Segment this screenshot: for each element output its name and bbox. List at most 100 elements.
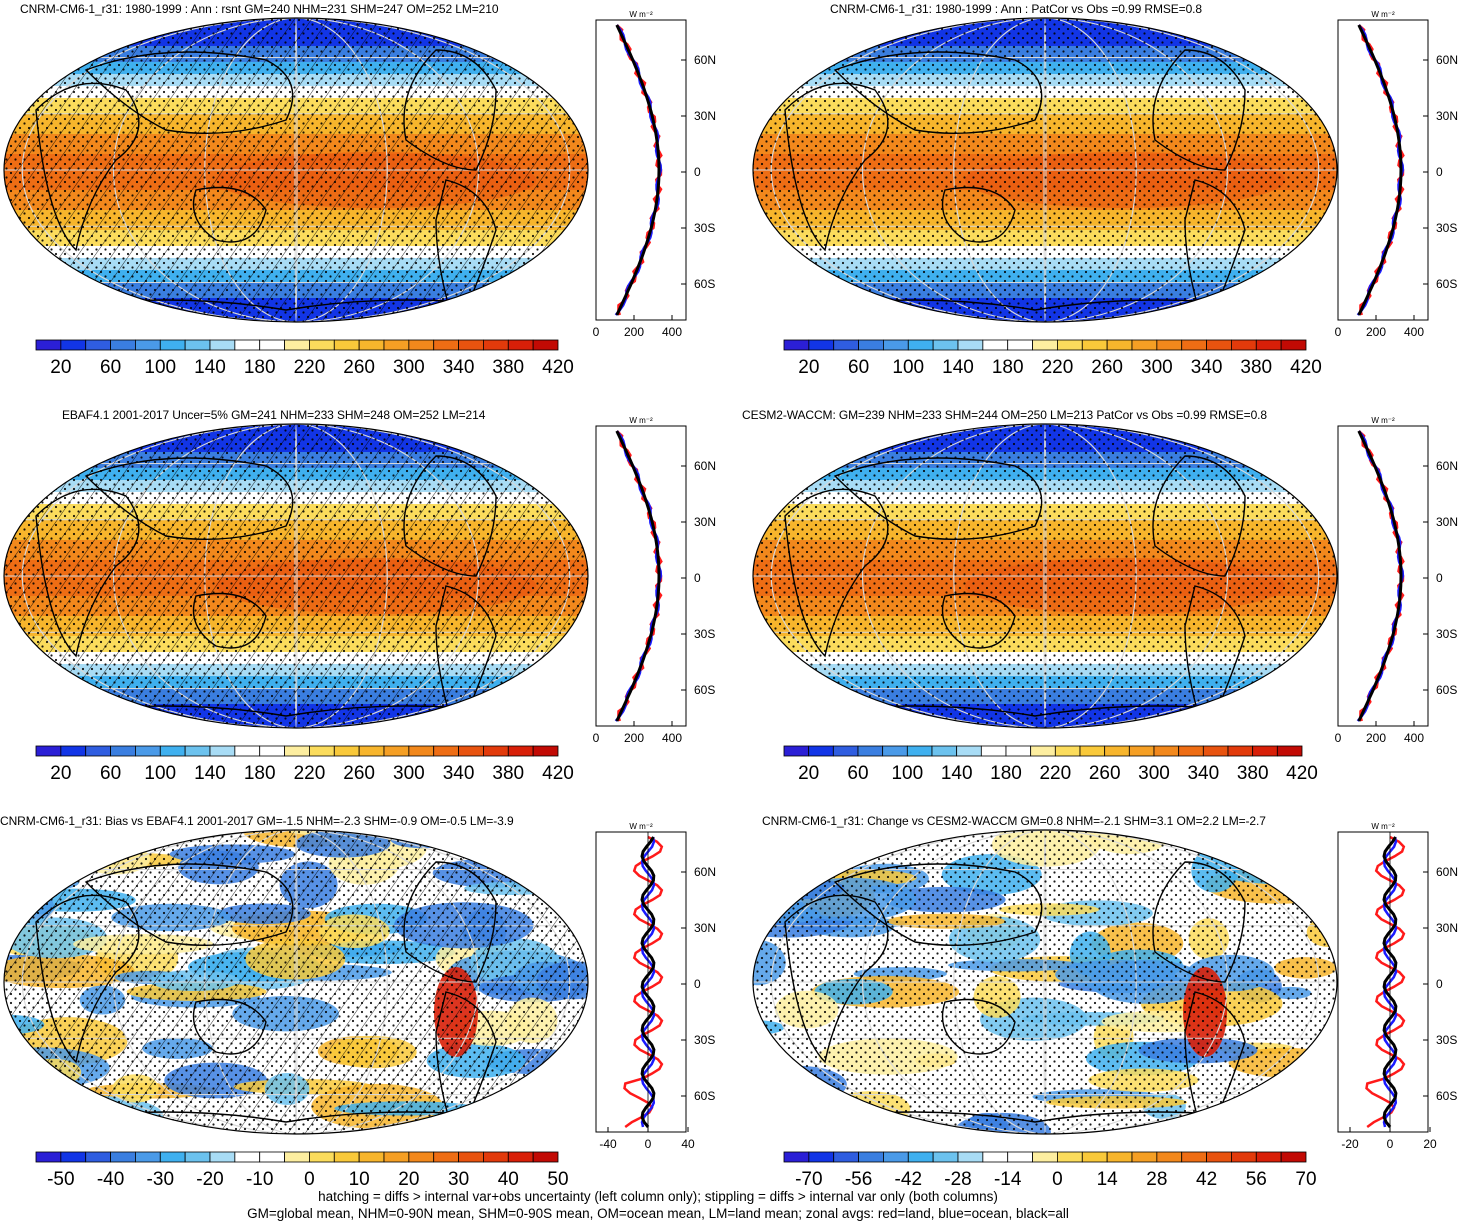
colorbar-label: 180 [992,357,1024,378]
colorbar: -50 -40 -30 -20 -10 0 10 20 30 40 50 [35,1151,569,1190]
map-field [4,830,588,1134]
colorbar-label: 300 [393,763,425,784]
colorbar-label: 380 [492,357,524,378]
panel-p3: EBAF4.1 2001-2017 Uncer=5% GM=241 NHM=23… [0,406,742,806]
colorbar-label: 42 [1196,1169,1217,1190]
panel-title: CNRM-CM6-1_r31: Bias vs EBAF4.1 2001-201… [0,814,514,828]
panel-p2: CNRM-CM6-1_r31: 1980-1999 : Ann : PatCor… [742,0,1484,400]
zonal-xtick: -40 [599,1137,617,1151]
colorbar-label: 300 [393,357,425,378]
zonal-ytick: 30N [694,921,716,935]
colorbar-label: 14 [1097,1169,1119,1190]
colorbar-label: 220 [294,763,326,784]
zonal-xtick: 0 [593,325,600,339]
map-field [753,830,1337,1134]
colorbar-label: 20 [50,763,71,784]
zonal-ytick: 60S [694,1089,715,1103]
zonal-ocean-line [614,430,663,722]
zonal-ytick: 30N [1436,109,1458,123]
zonal-ytick: 60N [1436,459,1458,473]
map-border [752,17,1338,323]
zonal-xtick: 0 [1387,1137,1394,1151]
map-border [3,17,589,323]
panel-p6: CNRM-CM6-1_r31: Change vs CESM2-WACCM GM… [742,812,1484,1212]
zonal-ytick: 60N [694,865,716,879]
zonal-unit: W m⁻² [1371,416,1395,425]
colorbar-label: 220 [294,357,326,378]
panel-graphics: -70 -56 -42 -28 -14 0 14 28 42 56 70 W m⁻² 60N 30N 0 30… [752,822,1458,1190]
panel-graphics: -50 -40 -30 -20 -10 0 10 20 30 40 50 W m⁻² 60N 30N 0 30… [3,822,716,1190]
colorbar-label: -40 [97,1169,124,1190]
zonal-xtick: 400 [662,325,682,339]
zonal-mean-plot: W m⁻² 60N 30N 0 30S 60S 0 200 400 [593,10,716,339]
colorbar-label: 220 [1042,357,1074,378]
zonal-all-line [1382,836,1398,1128]
colorbar-label: 60 [848,357,869,378]
panel-graphics: 20 60 100 140 180 220 260 300 340 380 420 W m⁻² 60N 3… [3,10,716,378]
footer-line-1: hatching = diffs > internal var+obs unce… [318,1189,998,1204]
colorbar-label: 40 [498,1169,519,1190]
colorbar-label: 260 [343,357,375,378]
panel-title: CNRM-CM6-1_r31: 1980-1999 : Ann : PatCor… [830,2,1202,16]
zonal-unit: W m⁻² [629,416,653,425]
zonal-ytick: 30S [1436,627,1457,641]
zonal-unit: W m⁻² [1371,10,1395,19]
zonal-ytick: 30N [694,109,716,123]
zonal-xtick: 200 [624,731,644,745]
zonal-ytick: 30S [694,627,715,641]
zonal-all-line [615,430,661,722]
zonal-xtick: 200 [624,325,644,339]
colorbar-label: 300 [1141,357,1173,378]
map-border [752,829,1338,1135]
zonal-ocean-line [614,24,663,316]
zonal-xtick: 400 [662,731,682,745]
colorbar-label: -10 [246,1169,273,1190]
panel-graphics: 20 60 100 140 180 220 260 300 340 380 420 W m⁻² 60N 3… [752,10,1458,378]
zonal-xtick: 200 [1366,325,1386,339]
zonal-ytick: 30S [694,1033,715,1047]
panel-p5: CNRM-CM6-1_r31: Bias vs EBAF4.1 2001-201… [0,812,742,1212]
zonal-ytick: 30N [1436,515,1458,529]
zonal-mean-plot: W m⁻² 60N 30N 0 30S 60S -40 0 40 [595,822,716,1151]
colorbar: 20 60 100 140 180 220 260 300 340 380 420 [35,339,574,378]
panel-graphics: 20 60 100 140 180 220 260 300 340 380 420 W m⁻² 60N 3… [752,416,1458,784]
colorbar: -70 -56 -42 -28 -14 0 14 28 42 56 70 [783,1151,1317,1190]
colorbar-label: 180 [244,357,276,378]
panel-p4: CESM2-WACCM: GM=239 NHM=233 SHM=244 OM=2… [742,406,1484,806]
colorbar-label: 420 [1290,357,1322,378]
colorbar-label: 260 [343,763,375,784]
colorbar-label: 140 [194,763,226,784]
colorbar-label: 30 [448,1169,469,1190]
zonal-ytick: 30S [1436,221,1457,235]
colorbar-label: -50 [47,1169,74,1190]
colorbar-label: 28 [1146,1169,1167,1190]
zonal-xtick: 0 [645,1137,652,1151]
zonal-ytick: 0 [694,977,701,991]
colorbar-label: 20 [798,763,819,784]
zonal-ytick: 30N [1436,921,1458,935]
zonal-ytick: 30N [694,515,716,529]
zonal-ytick: 60N [1436,865,1458,879]
zonal-all-line [1357,430,1403,722]
zonal-ytick: 30S [694,221,715,235]
zonal-ytick: 60S [694,683,715,697]
panel-title: CNRM-CM6-1_r31: Change vs CESM2-WACCM GM… [762,814,1266,828]
zonal-all-line [615,24,661,316]
colorbar-label: 340 [443,763,475,784]
colorbar-label: 340 [443,357,475,378]
colorbar-label: 420 [542,357,574,378]
colorbar-label: 70 [1295,1169,1316,1190]
colorbar-label: -56 [845,1169,872,1190]
zonal-mean-plot: W m⁻² 60N 30N 0 30S 60S 0 200 400 [1335,416,1458,745]
zonal-xtick: 40 [681,1137,695,1151]
colorbar-label: 420 [1286,763,1318,784]
colorbar-label: 300 [1138,763,1170,784]
zonal-all-line [640,836,656,1128]
colorbar-label: 180 [244,763,276,784]
zonal-ytick: 0 [1436,571,1443,585]
map-border [3,423,589,729]
zonal-mean-plot: W m⁻² 60N 30N 0 30S 60S 0 200 400 [1335,10,1458,339]
colorbar-label: 260 [1089,763,1121,784]
zonal-ytick: 60N [694,459,716,473]
colorbar-label: -14 [994,1169,1022,1190]
